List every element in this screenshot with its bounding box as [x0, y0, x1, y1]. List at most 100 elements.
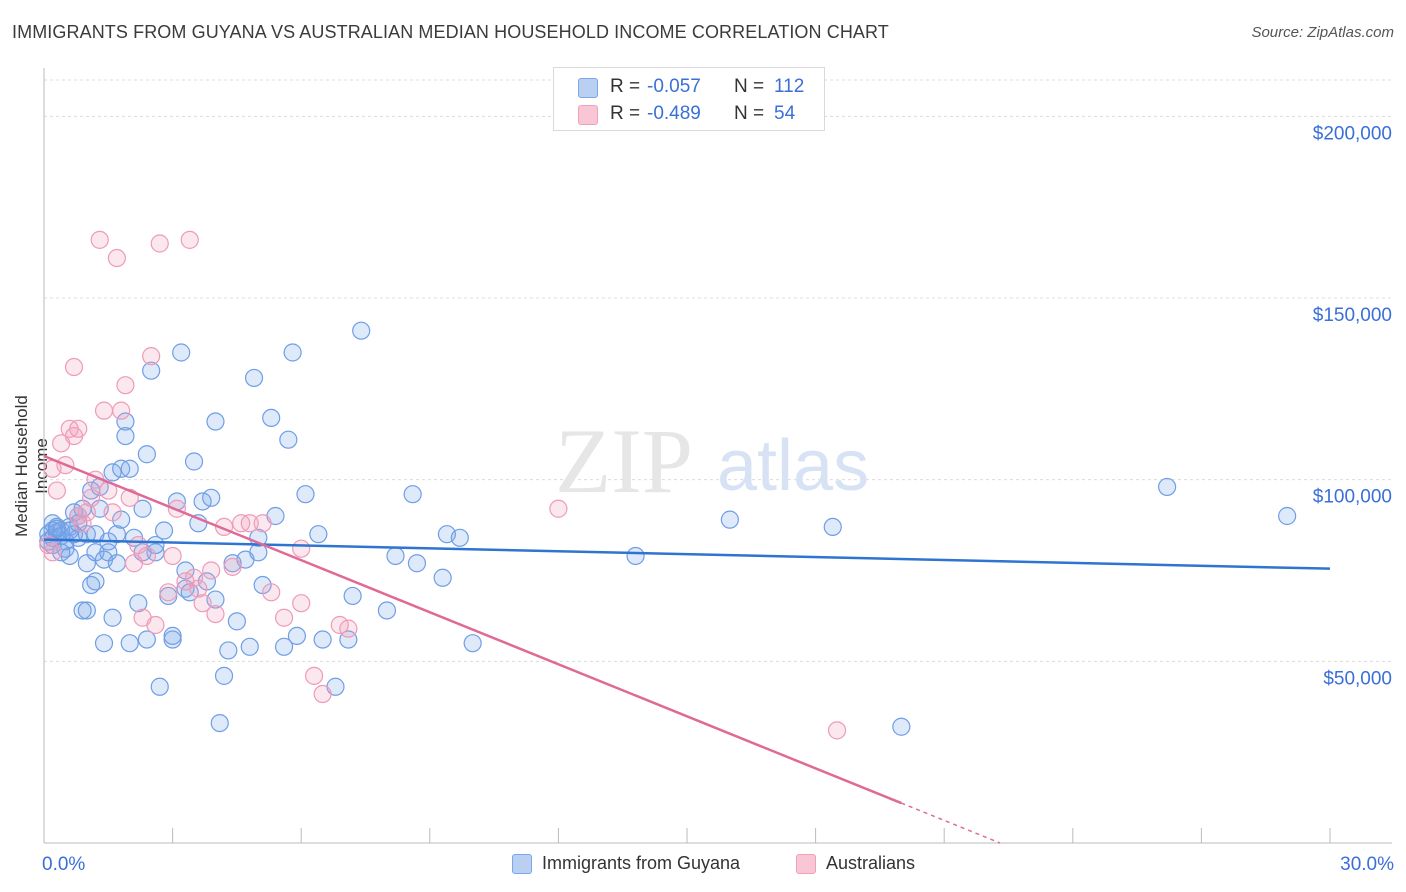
watermark-atlas: atlas	[717, 426, 869, 506]
r-value: -0.489	[647, 103, 701, 124]
data-point-guyana	[73, 601, 92, 620]
data-point-guyana	[107, 525, 126, 544]
data-point-guyana	[407, 554, 427, 573]
data-point-guyana	[343, 586, 362, 606]
data-point-guyana	[463, 634, 482, 653]
legend-swatch-australians	[796, 854, 816, 874]
legend-swatch-guyana	[512, 854, 532, 874]
data-point-guyana	[450, 528, 469, 547]
swatch-australians	[578, 105, 598, 125]
n-label: N =	[734, 76, 765, 97]
data-point-australians	[47, 481, 66, 500]
data-point-australians	[223, 557, 242, 576]
data-point-guyana	[262, 408, 281, 427]
data-point-guyana	[313, 630, 332, 649]
series-guyana-points	[39, 321, 1297, 736]
data-point-australians	[116, 376, 135, 395]
data-point-guyana	[184, 452, 204, 471]
data-point-guyana	[116, 426, 135, 446]
watermark: ZIP atlas	[555, 410, 869, 512]
grid-lines	[44, 79, 1392, 662]
data-point-australians	[549, 499, 568, 518]
data-point-guyana	[386, 546, 405, 566]
stats-row-australians: R = -0.489 N = 54	[554, 101, 824, 127]
data-point-australians	[304, 666, 324, 685]
data-point-guyana	[116, 412, 135, 431]
data-point-australians	[292, 594, 311, 613]
data-point-australians	[339, 619, 358, 638]
data-point-guyana	[274, 637, 294, 656]
data-point-australians	[73, 514, 92, 533]
data-point-australians	[189, 579, 208, 598]
x-tick-label: 0.0%	[42, 854, 85, 875]
axes	[43, 68, 1392, 844]
r-label: R =	[610, 76, 641, 97]
data-point-guyana	[240, 637, 259, 656]
data-point-australians	[90, 230, 109, 249]
data-point-guyana	[339, 630, 358, 649]
legend-label-guyana: Immigrants from Guyana	[542, 853, 741, 873]
data-point-australians	[159, 583, 178, 602]
data-point-australians	[69, 419, 88, 438]
data-point-guyana	[210, 713, 229, 733]
data-point-australians	[292, 539, 311, 558]
data-point-guyana	[219, 641, 238, 660]
data-point-australians	[193, 594, 212, 613]
data-point-guyana	[892, 717, 911, 736]
data-point-guyana	[403, 485, 422, 504]
data-point-australians	[240, 514, 259, 533]
data-point-australians	[274, 608, 294, 627]
data-point-guyana	[1158, 477, 1177, 497]
data-point-australians	[107, 248, 126, 268]
tick-labels: $50,000 $100,000 $150,000 $200,000 0.0% 30.0%	[42, 123, 1394, 875]
data-point-guyana	[77, 601, 96, 620]
data-point-guyana	[377, 601, 397, 620]
trend-line-guyana	[43, 538, 1331, 570]
trend-line-australians-extension	[901, 802, 1001, 844]
data-point-guyana	[287, 626, 307, 646]
data-point-australians	[43, 543, 62, 562]
watermark-zip: ZIP	[555, 410, 693, 512]
n-label: N =	[734, 103, 765, 124]
data-point-australians	[163, 546, 182, 566]
data-point-australians	[103, 503, 122, 522]
data-point-guyana	[137, 630, 156, 649]
data-point-guyana	[94, 634, 114, 653]
swatch-guyana	[578, 78, 598, 98]
data-point-guyana	[120, 459, 139, 478]
data-point-guyana	[283, 343, 302, 362]
data-point-guyana	[214, 666, 234, 685]
data-point-australians	[112, 401, 131, 420]
n-value: 112	[774, 76, 805, 97]
data-point-guyana	[103, 608, 122, 627]
n-value: 54	[774, 103, 796, 124]
legend-label-australians: Australians	[826, 853, 916, 873]
data-point-australians	[262, 583, 281, 602]
data-point-guyana	[720, 510, 739, 529]
data-point-guyana	[142, 361, 161, 380]
trend-line-australians	[43, 454, 902, 805]
data-point-guyana	[296, 485, 315, 504]
data-point-guyana	[352, 321, 371, 340]
data-point-australians	[184, 568, 204, 587]
data-point-australians	[77, 503, 96, 522]
y-tick-label: $200,000	[1313, 123, 1392, 144]
data-point-guyana	[227, 612, 246, 631]
data-point-guyana	[133, 499, 152, 518]
data-point-guyana	[154, 521, 174, 540]
data-point-guyana	[86, 572, 105, 591]
data-point-guyana	[129, 594, 148, 613]
data-point-guyana	[309, 525, 328, 544]
data-point-australians	[180, 230, 199, 249]
data-point-guyana	[206, 412, 225, 431]
trend-lines	[43, 454, 1331, 844]
data-point-guyana	[150, 677, 169, 696]
x-tick-label: 30.0%	[1340, 854, 1394, 875]
data-point-australians	[64, 357, 84, 377]
data-point-australians	[82, 488, 101, 507]
data-point-australians	[827, 721, 847, 740]
data-point-australians	[202, 561, 221, 580]
data-point-guyana	[202, 488, 221, 507]
series-australians-points	[39, 230, 847, 740]
